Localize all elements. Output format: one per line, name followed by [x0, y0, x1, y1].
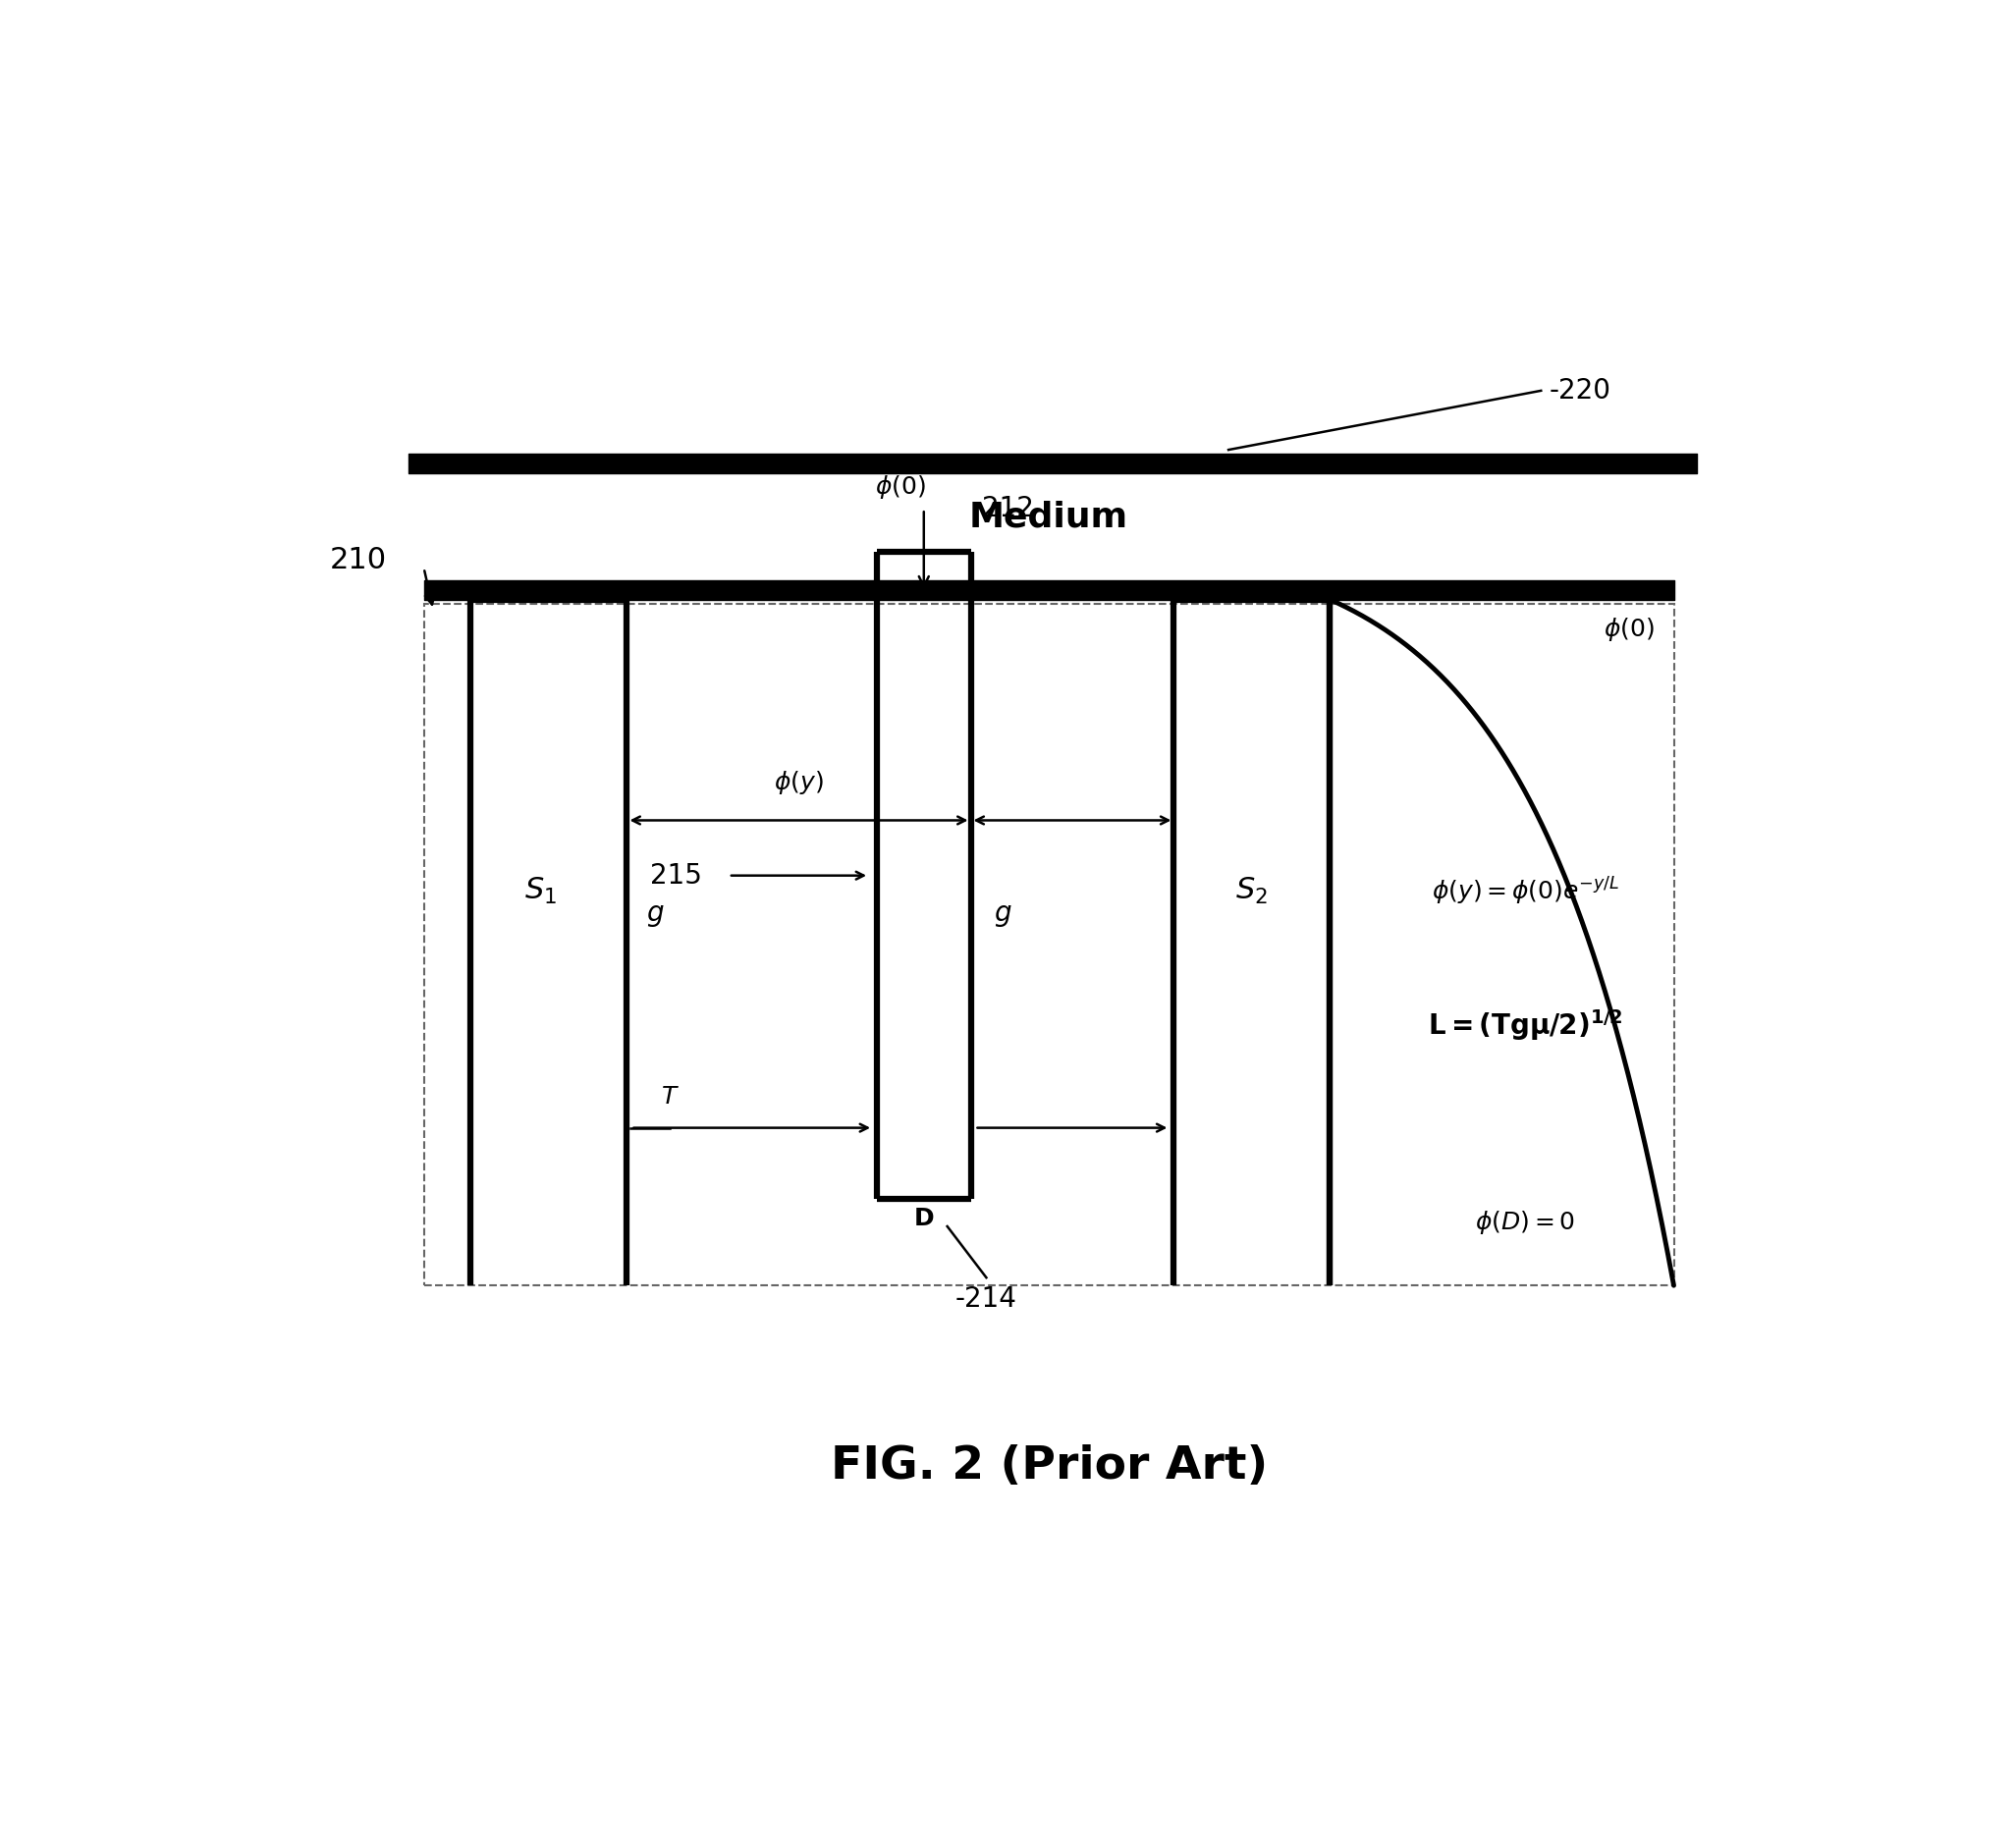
Text: $S_2$: $S_2$: [1236, 875, 1268, 907]
Text: $S_1$: $S_1$: [524, 875, 556, 907]
Text: $\phi(y)$: $\phi(y)$: [774, 769, 825, 796]
Text: FIG. 2 (Prior Art): FIG. 2 (Prior Art): [831, 1445, 1268, 1489]
Text: $g$: $g$: [994, 901, 1012, 929]
Text: Medium: Medium: [970, 499, 1129, 533]
Text: 212: 212: [982, 496, 1034, 523]
Text: $\phi(y)=\phi(0)e^{-y/L}$: $\phi(y)=\phi(0)e^{-y/L}$: [1431, 875, 1619, 907]
Text: $\mathbf{D}$: $\mathbf{D}$: [913, 1207, 933, 1231]
Text: -220: -220: [1548, 378, 1611, 404]
Text: $\phi(0)$: $\phi(0)$: [875, 474, 925, 501]
Text: -214: -214: [956, 1286, 1018, 1312]
Text: 215: 215: [651, 863, 702, 890]
Text: $\mathbf{L=(Tg\mu/2)^{1/2}}$: $\mathbf{L=(Tg\mu/2)^{1/2}}$: [1427, 1008, 1623, 1043]
Text: $\phi(D)=0$: $\phi(D)=0$: [1476, 1209, 1577, 1237]
Text: 210: 210: [331, 546, 387, 575]
Text: $\phi(0)$: $\phi(0)$: [1603, 616, 1655, 643]
Text: $g$: $g$: [647, 901, 665, 929]
Text: $T$: $T$: [661, 1084, 679, 1108]
